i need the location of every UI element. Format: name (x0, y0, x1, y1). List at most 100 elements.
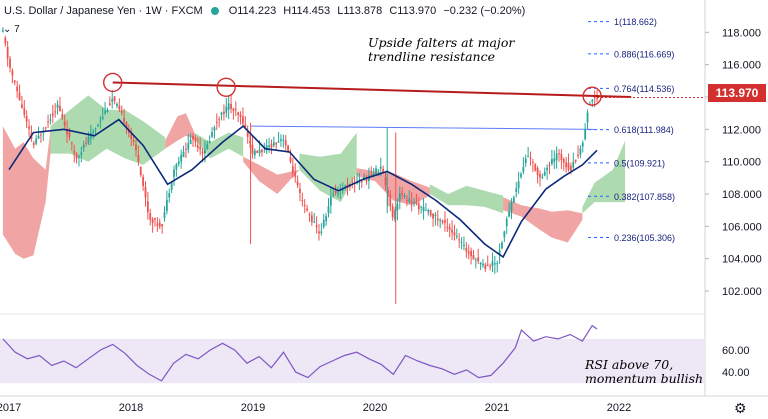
candle-body (137, 154, 140, 162)
gear-icon[interactable]: ⚙ (734, 400, 747, 416)
candle-body (187, 143, 190, 150)
candle-body (387, 190, 389, 197)
candle-body (455, 235, 458, 237)
candle-body (168, 193, 171, 198)
candle-body (32, 142, 35, 145)
candle-body (63, 121, 66, 126)
price-tick-label: 104.000 (722, 254, 762, 266)
cloud-segment-bull (429, 184, 504, 214)
candle-body (11, 70, 14, 76)
price-tick-label: 110.000 (722, 157, 761, 169)
candle-body (329, 196, 332, 206)
candle-body (524, 158, 527, 164)
candle-body (73, 150, 76, 154)
candle-body (515, 188, 518, 192)
fib-label: 0.764(114.536) (614, 84, 674, 94)
candle-body (574, 159, 577, 162)
candle-body (565, 162, 568, 168)
candle-body (315, 225, 318, 228)
candle-body (270, 144, 273, 148)
candle-body (415, 201, 418, 205)
candle-body (66, 129, 68, 135)
candle-body (436, 218, 439, 221)
candle-body (132, 140, 135, 142)
candle-body (70, 142, 73, 144)
candle-body (204, 149, 206, 154)
candle-body (553, 158, 556, 162)
candle-body (306, 208, 308, 211)
candle-body (149, 213, 152, 220)
candle-body (13, 80, 16, 83)
moving-average-line (8, 118, 598, 259)
candle-body (215, 122, 218, 124)
candle-body (422, 207, 425, 212)
symbol-title[interactable]: U.S. Dollar / Japanese Yen · 1W · FXCM (4, 5, 203, 17)
candle-body (325, 216, 328, 222)
candle-body (194, 137, 197, 142)
candle-body (446, 227, 449, 229)
candle-body (320, 231, 323, 233)
candle-body (486, 264, 489, 266)
candle-body (465, 248, 468, 252)
candle-body (59, 105, 61, 111)
time-tick-label: 2020 (363, 402, 387, 414)
candle-body (158, 222, 161, 227)
candle-body (54, 111, 57, 113)
candle-body (125, 122, 128, 128)
candle-body (496, 263, 499, 265)
fib-label: 0.886(116.669) (614, 49, 674, 59)
candle-body (104, 110, 106, 114)
market-status-icon (210, 7, 219, 15)
candle-body (332, 194, 335, 196)
candle-body (251, 144, 254, 154)
candle-body (517, 181, 520, 189)
candle-body (82, 144, 85, 148)
candle-body (146, 201, 149, 213)
candle-body (272, 142, 275, 146)
symbol-header: U.S. Dollar / Japanese Yen · 1W · FXCM O… (0, 0, 529, 22)
candle-body (116, 103, 118, 106)
candle-body (246, 130, 249, 137)
trendline-annotation-line2: trendline resistance (368, 49, 495, 64)
candle-body (130, 133, 133, 140)
candle-body (94, 128, 97, 130)
candle-body (420, 206, 423, 208)
candle-body (391, 206, 394, 218)
candle-body (482, 263, 484, 266)
candle-body (151, 218, 154, 224)
chevron-down-icon: ⌄ (3, 24, 12, 35)
candle-body (489, 266, 491, 268)
last-price-tag: 113.970 (708, 84, 766, 102)
candle-body (2, 30, 4, 32)
candle-body (558, 153, 560, 155)
candle-body (177, 161, 180, 164)
cloud-segment-bear (2, 126, 51, 259)
candle-body (548, 164, 551, 166)
candle-body (206, 144, 209, 150)
support-line (250, 125, 595, 130)
rsi-band (0, 338, 705, 384)
candle-body (230, 103, 232, 109)
cloud-segment-bear (503, 197, 583, 243)
candle-body (189, 139, 192, 145)
candle-body (244, 124, 247, 128)
candle-body (184, 148, 187, 150)
candle-body (25, 116, 28, 122)
candle-body (531, 161, 534, 163)
candle-body (510, 202, 513, 212)
candle-body (555, 153, 558, 161)
candle-body (448, 227, 451, 230)
candle-body (234, 109, 237, 111)
time-tick-label: 2021 (485, 402, 509, 414)
candle-body (163, 212, 166, 219)
candle-body (358, 181, 361, 183)
candle-body (213, 127, 216, 131)
candle-body (479, 262, 482, 265)
candle-body (275, 142, 278, 145)
candle-body (35, 138, 38, 144)
candle-body (417, 203, 420, 210)
candle-body (377, 169, 380, 171)
indicator-toggle[interactable]: ⌄ 7 (3, 24, 20, 35)
candle-body (303, 204, 306, 206)
